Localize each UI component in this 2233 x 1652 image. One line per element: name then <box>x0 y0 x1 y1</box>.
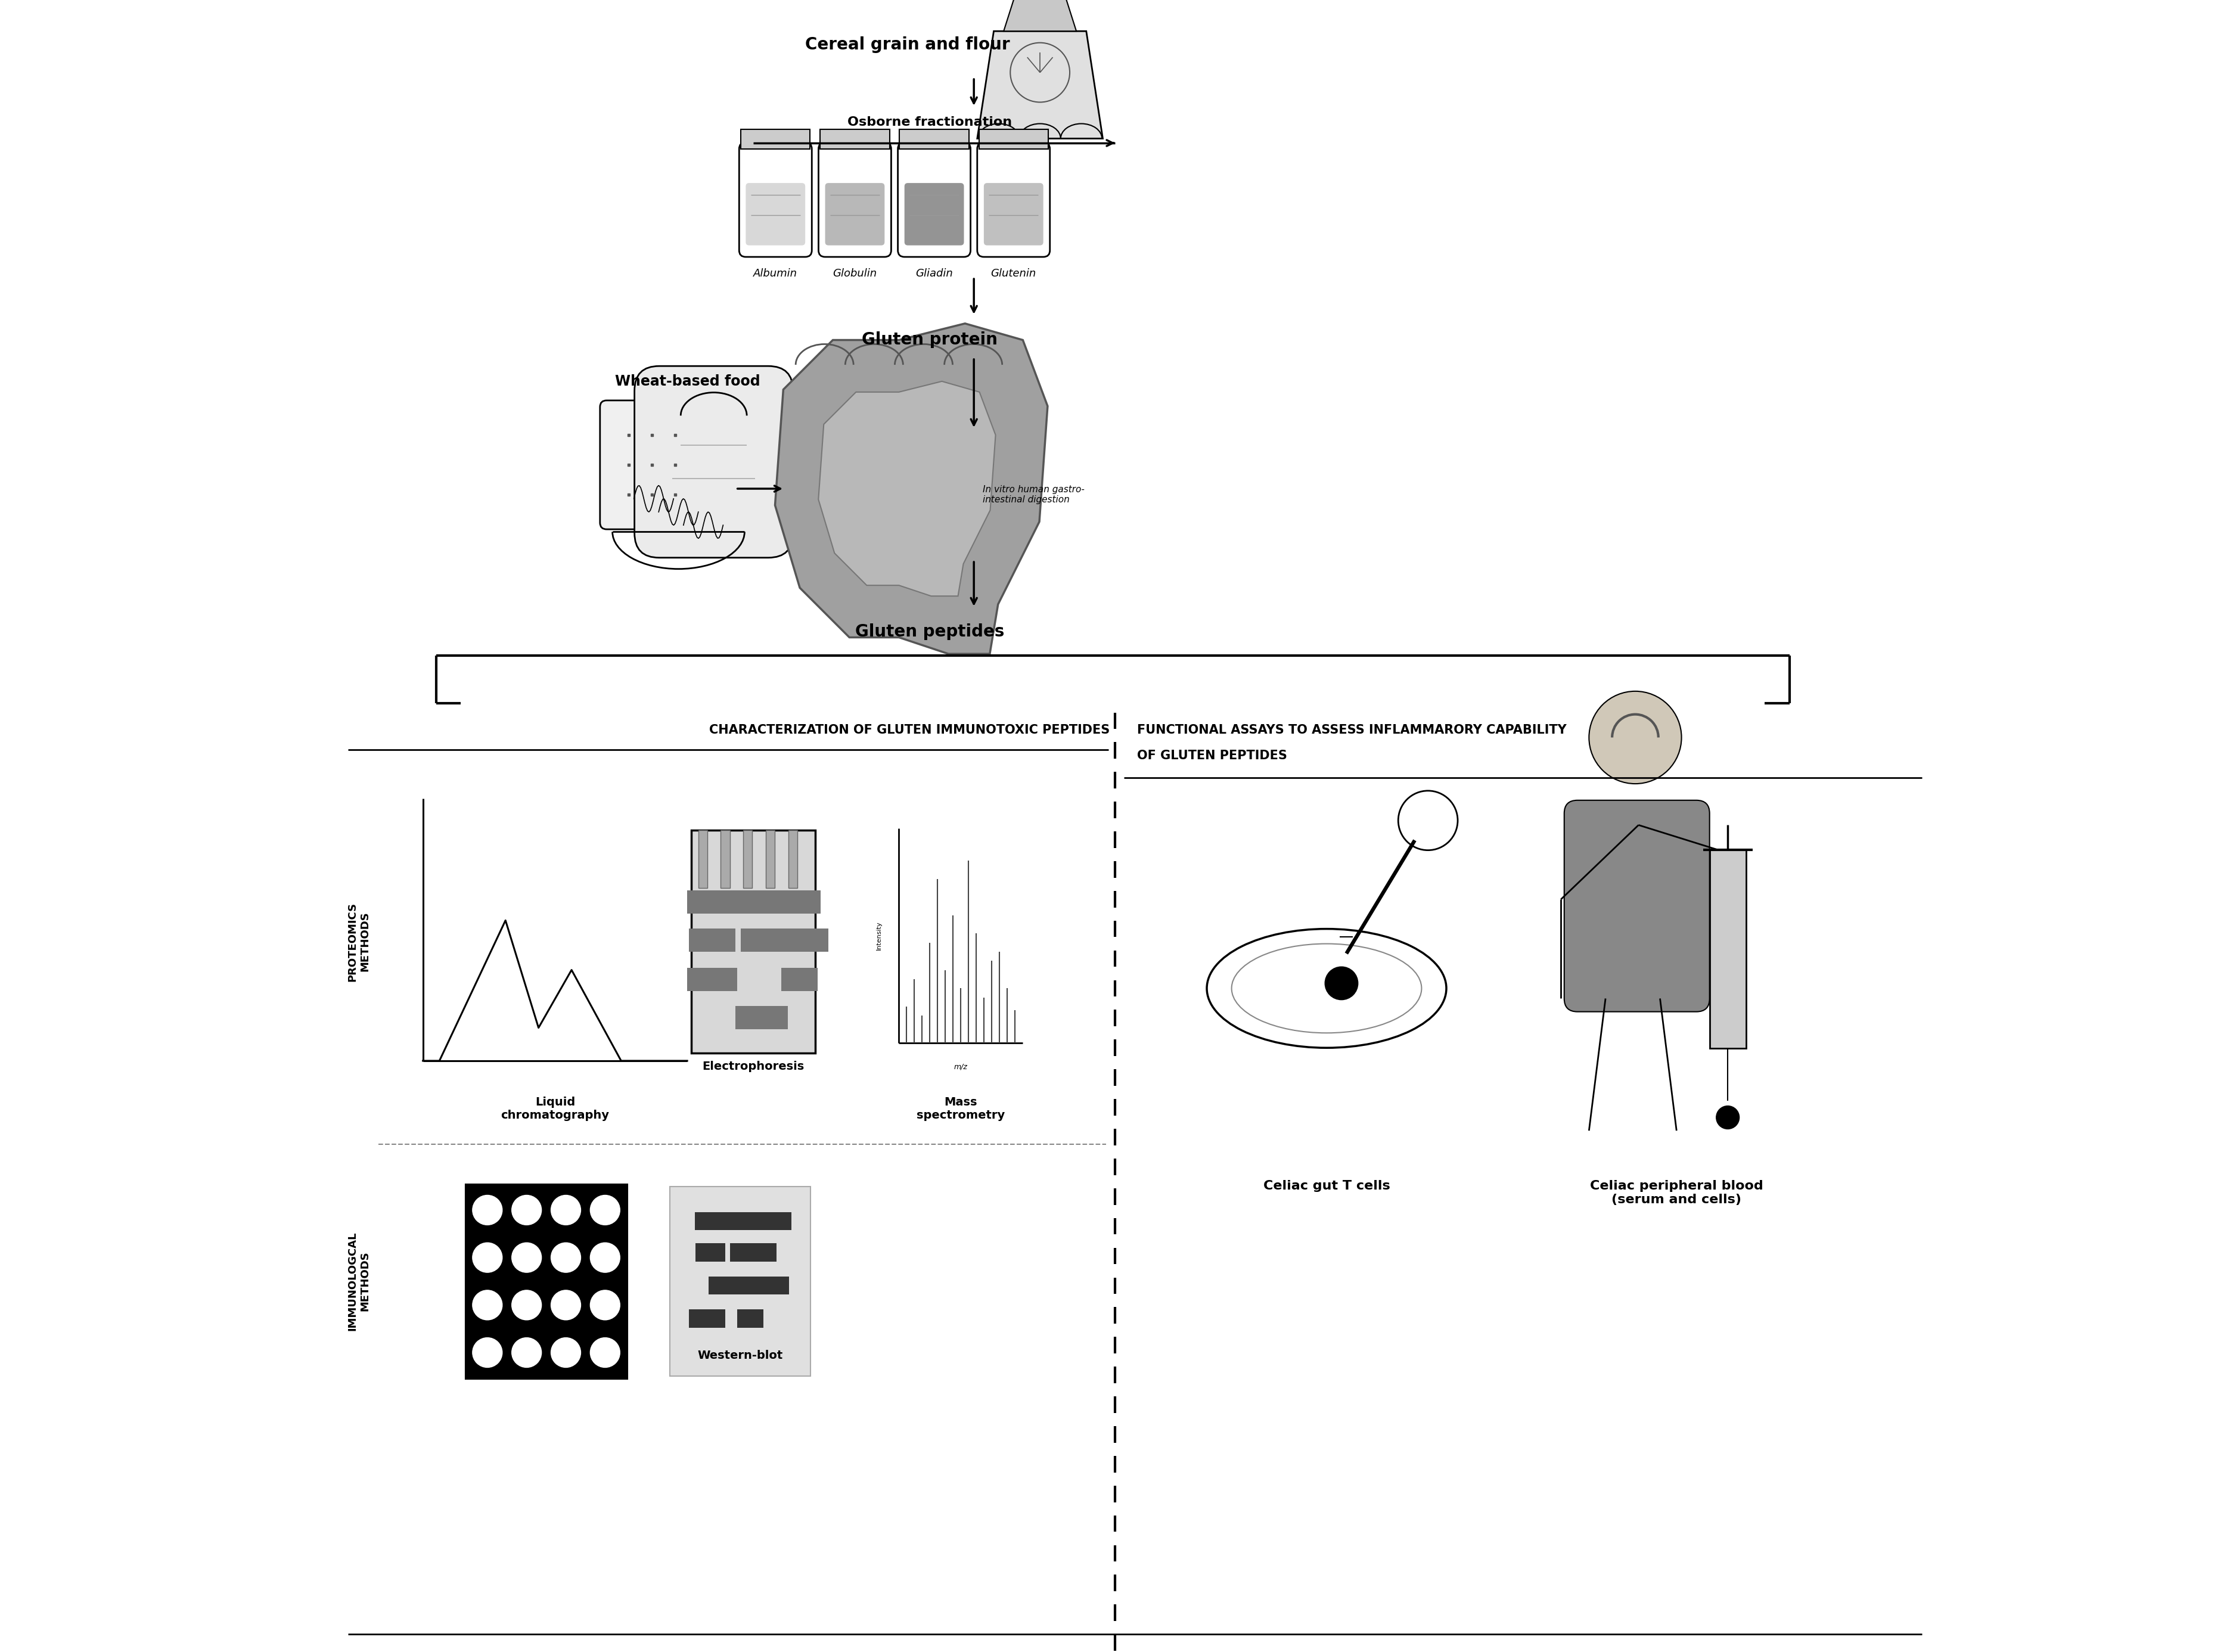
Text: Intensity: Intensity <box>875 922 882 950</box>
Bar <box>690 928 735 952</box>
Bar <box>820 129 889 149</box>
Circle shape <box>473 1338 502 1368</box>
FancyBboxPatch shape <box>746 183 806 246</box>
Text: m/z: m/z <box>953 1062 967 1070</box>
Text: Globulin: Globulin <box>833 268 878 279</box>
FancyBboxPatch shape <box>978 142 1050 258</box>
Text: Wheat-based food: Wheat-based food <box>614 375 759 388</box>
Polygon shape <box>978 31 1103 139</box>
Bar <box>697 1244 726 1262</box>
Text: Gluten peptides: Gluten peptides <box>855 623 1005 639</box>
Circle shape <box>511 1338 540 1368</box>
Bar <box>688 968 737 991</box>
Circle shape <box>590 1242 621 1272</box>
Circle shape <box>1590 691 1681 783</box>
Text: Electrophoresis: Electrophoresis <box>703 1061 804 1072</box>
Text: Gliadin: Gliadin <box>916 268 953 279</box>
FancyBboxPatch shape <box>826 183 884 246</box>
Bar <box>730 890 793 914</box>
Circle shape <box>473 1194 502 1224</box>
Circle shape <box>590 1194 621 1224</box>
FancyBboxPatch shape <box>467 1186 625 1376</box>
Circle shape <box>511 1290 540 1320</box>
Bar <box>770 928 828 952</box>
Text: Celiac gut T cells: Celiac gut T cells <box>1264 1180 1389 1193</box>
Circle shape <box>511 1242 540 1272</box>
Circle shape <box>552 1242 581 1272</box>
Bar <box>708 1277 739 1295</box>
Bar <box>737 1310 764 1328</box>
Polygon shape <box>1003 0 1076 31</box>
Text: Gluten protein: Gluten protein <box>862 332 998 349</box>
Bar <box>735 1006 788 1029</box>
Text: CHARACTERIZATION OF GLUTEN IMMUNOTOXIC PEPTIDES: CHARACTERIZATION OF GLUTEN IMMUNOTOXIC P… <box>710 724 1110 737</box>
Circle shape <box>590 1290 621 1320</box>
Text: PROTEOMICS
METHODS: PROTEOMICS METHODS <box>348 902 371 981</box>
Bar <box>741 129 811 149</box>
Circle shape <box>552 1290 581 1320</box>
Bar <box>721 829 730 887</box>
Circle shape <box>1324 966 1358 999</box>
FancyBboxPatch shape <box>692 829 815 1052</box>
Bar <box>730 1244 777 1262</box>
Bar <box>755 1213 790 1231</box>
Polygon shape <box>775 324 1047 654</box>
Bar <box>978 129 1047 149</box>
Bar <box>741 928 782 952</box>
Bar <box>782 968 817 991</box>
Bar <box>730 1277 788 1295</box>
Bar <box>779 890 820 914</box>
Circle shape <box>473 1290 502 1320</box>
Bar <box>900 129 969 149</box>
Text: Liquid
chromatography: Liquid chromatography <box>500 1097 610 1122</box>
Polygon shape <box>820 382 996 596</box>
Circle shape <box>590 1338 621 1368</box>
Text: Albumin: Albumin <box>753 268 797 279</box>
Bar <box>699 829 708 887</box>
Text: Glutenin: Glutenin <box>991 268 1036 279</box>
Text: ELISA: ELISA <box>527 1350 565 1361</box>
FancyBboxPatch shape <box>601 400 703 529</box>
FancyBboxPatch shape <box>985 183 1043 246</box>
Circle shape <box>552 1194 581 1224</box>
Bar <box>766 829 775 887</box>
FancyBboxPatch shape <box>820 142 891 258</box>
Bar <box>1710 849 1746 1047</box>
Text: In vitro human gastro-
intestinal digestion: In vitro human gastro- intestinal digest… <box>983 486 1085 504</box>
Bar <box>744 829 753 887</box>
FancyBboxPatch shape <box>898 142 971 258</box>
Text: Western-blot: Western-blot <box>697 1350 784 1361</box>
Text: Osborne fractionation: Osborne fractionation <box>849 116 1012 129</box>
Circle shape <box>473 1242 502 1272</box>
Text: Celiac peripheral blood
(serum and cells): Celiac peripheral blood (serum and cells… <box>1590 1180 1764 1206</box>
Text: FUNCTIONAL ASSAYS TO ASSESS INFLAMMARORY CAPABILITY: FUNCTIONAL ASSAYS TO ASSESS INFLAMMARORY… <box>1137 724 1568 737</box>
Bar <box>694 1213 768 1231</box>
Text: OF GLUTEN PEPTIDES: OF GLUTEN PEPTIDES <box>1137 750 1286 762</box>
FancyBboxPatch shape <box>634 367 793 558</box>
Bar <box>688 890 737 914</box>
FancyBboxPatch shape <box>670 1186 811 1376</box>
Bar <box>788 829 797 887</box>
Circle shape <box>1717 1105 1740 1128</box>
Text: IMMUNOLOGCAL
METHODS: IMMUNOLOGCAL METHODS <box>348 1232 371 1332</box>
FancyBboxPatch shape <box>739 142 813 258</box>
Text: Cereal grain and flour: Cereal grain and flour <box>806 36 1009 53</box>
Text: Mass
spectrometry: Mass spectrometry <box>916 1097 1005 1122</box>
Circle shape <box>511 1194 540 1224</box>
FancyBboxPatch shape <box>1563 800 1710 1011</box>
FancyBboxPatch shape <box>904 183 965 246</box>
Circle shape <box>552 1338 581 1368</box>
Bar <box>690 1310 726 1328</box>
